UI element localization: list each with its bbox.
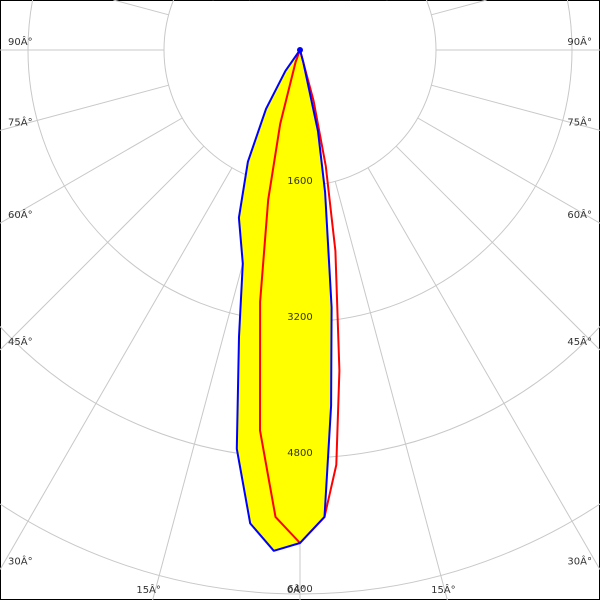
grid-ray — [334, 181, 448, 600]
grid-ray — [395, 145, 600, 351]
r-tick-label: 6400 — [287, 584, 312, 595]
theta-tick-label: 60Â° — [567, 208, 592, 221]
theta-tick-label: 75Â° — [567, 115, 592, 128]
grid-ray — [0, 145, 205, 351]
theta-tick-label: 15Â° — [136, 583, 161, 596]
theta-tick-label: 15Â° — [431, 583, 456, 596]
theta-tick-label: 45Â° — [8, 335, 33, 348]
grid-ray — [431, 0, 487, 16]
grid-ray — [417, 117, 600, 224]
grid-ray — [367, 167, 600, 570]
theta-tick-label: 30Â° — [8, 555, 33, 568]
theta-tick-label: 90Â° — [8, 35, 33, 48]
grid-ray — [0, 84, 169, 131]
r-tick-label: 1600 — [287, 176, 312, 187]
r-tick-label: 3200 — [287, 312, 312, 323]
theta-tick-label: 60Â° — [8, 208, 33, 221]
theta-tick-label: 30Â° — [567, 555, 592, 568]
theta-tick-label: 75Â° — [8, 115, 33, 128]
theta-tick-label: 45Â° — [567, 335, 592, 348]
theta-tick-label: 90Â° — [567, 35, 592, 48]
center-dot — [297, 47, 303, 53]
grid-ray — [0, 167, 233, 570]
grid-ray — [0, 117, 183, 224]
r-tick-label: 4800 — [287, 448, 312, 459]
theta-tick-label: 0Â° — [287, 583, 305, 596]
curve — [235, 49, 333, 552]
grid-ray — [113, 0, 169, 16]
grid-ray — [431, 84, 600, 131]
